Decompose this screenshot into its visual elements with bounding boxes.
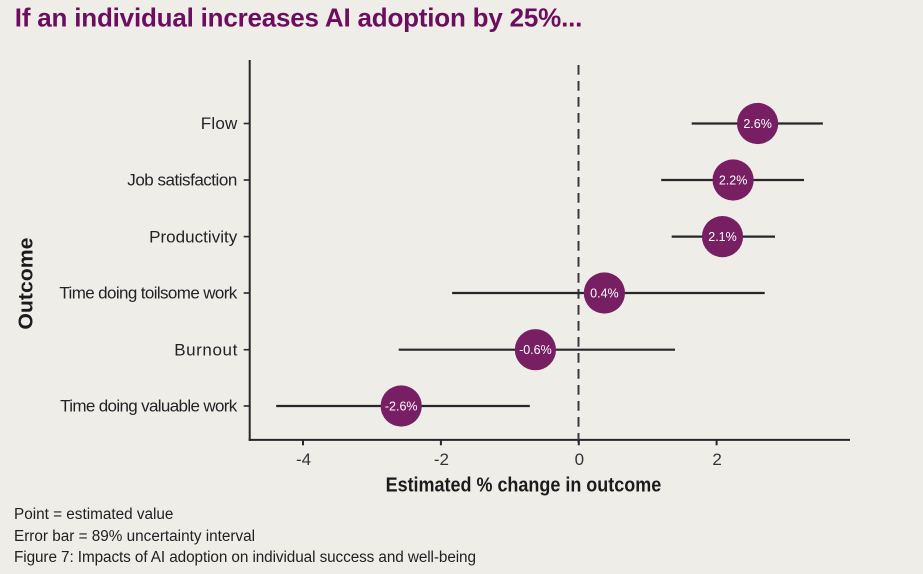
svg-text:If an individual increases AI: If an individual increases AI adoption b… (15, 3, 582, 33)
svg-text:-0.6%: -0.6% (519, 343, 552, 357)
svg-text:Job satisfaction: Job satisfaction (127, 171, 237, 190)
svg-text:Figure 7: Impacts of AI adopti: Figure 7: Impacts of AI adoption on indi… (14, 549, 476, 566)
svg-text:2.1%: 2.1% (708, 230, 737, 244)
svg-text:Time doing toilsome work: Time doing toilsome work (59, 284, 237, 303)
svg-text:Flow: Flow (201, 114, 238, 133)
svg-text:Estimated % change in outcome: Estimated % change in outcome (386, 475, 662, 497)
svg-text:Time doing valuable work: Time doing valuable work (60, 397, 238, 416)
svg-text:2.2%: 2.2% (719, 173, 748, 187)
svg-text:-2.6%: -2.6% (385, 399, 418, 413)
svg-text:-2: -2 (434, 450, 449, 469)
svg-text:Error bar = 89% uncertainty in: Error bar = 89% uncertainty interval (14, 528, 255, 545)
svg-text:2: 2 (712, 450, 721, 469)
svg-text:-4: -4 (296, 450, 311, 469)
svg-text:Productivity: Productivity (149, 227, 238, 246)
svg-text:0.4%: 0.4% (590, 286, 619, 300)
svg-text:Point = estimated value: Point = estimated value (14, 506, 173, 523)
svg-text:0: 0 (575, 450, 584, 469)
svg-text:Burnout: Burnout (174, 340, 237, 359)
svg-text:2.6%: 2.6% (743, 117, 772, 131)
svg-text:Outcome: Outcome (16, 238, 38, 330)
